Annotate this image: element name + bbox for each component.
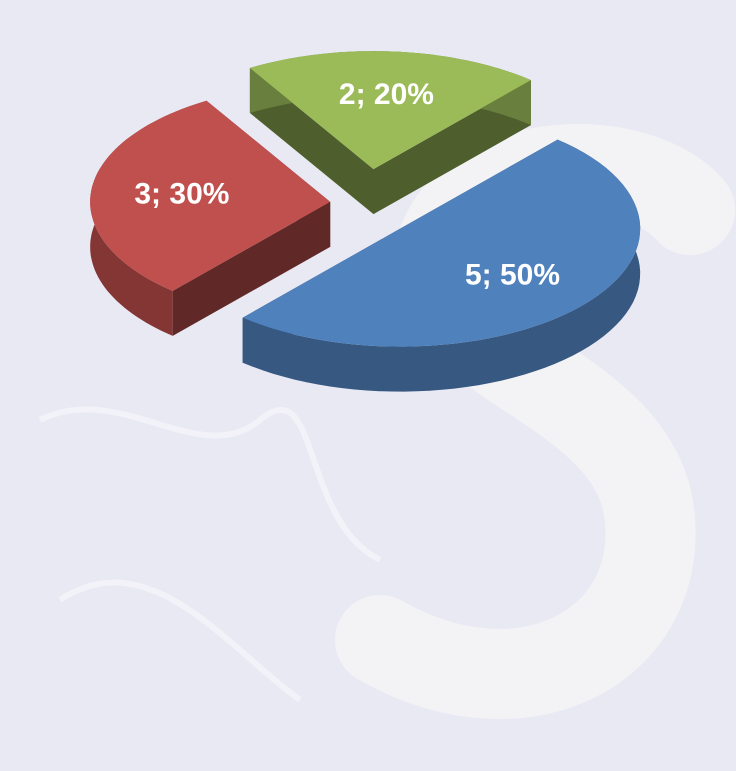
- slice-wall: [242, 139, 641, 392]
- slice-side: [373, 80, 531, 215]
- watermark-sketch: [38, 406, 382, 703]
- slice: [90, 100, 331, 291]
- slice: [242, 139, 641, 347]
- data-label: 3; 30%: [134, 177, 229, 210]
- pie: 5; 50% 3; 30% 2; 20%: [90, 51, 641, 392]
- data-label: 2; 20%: [339, 78, 434, 111]
- data-label: 5; 50%: [465, 259, 560, 292]
- slice: [249, 51, 531, 170]
- slice-side: [172, 201, 331, 336]
